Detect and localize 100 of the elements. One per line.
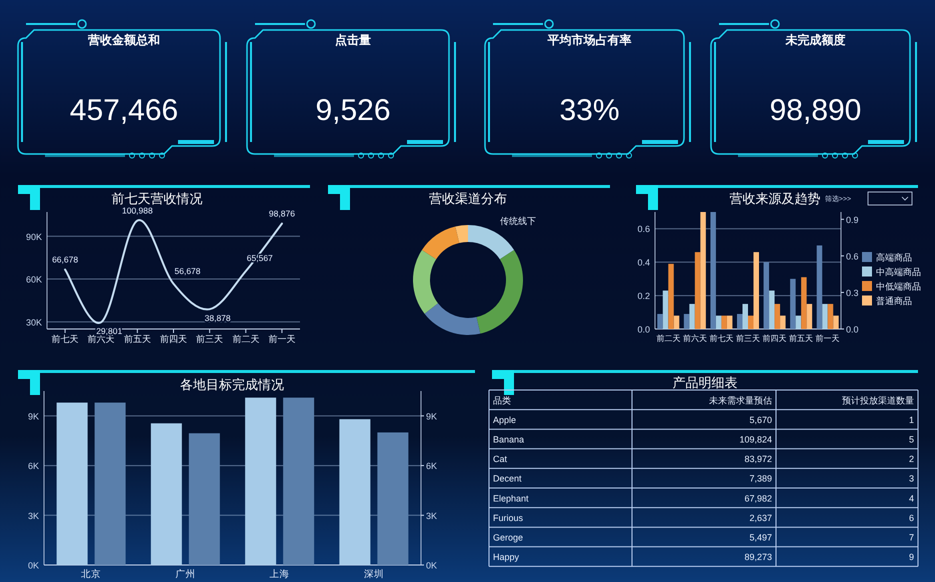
text: 5,670	[749, 414, 772, 425]
bar	[245, 398, 276, 565]
bar	[742, 304, 748, 329]
bar	[377, 432, 408, 565]
text: Decent	[493, 474, 522, 484]
data-label: 98,876	[268, 208, 296, 219]
bar	[689, 304, 695, 329]
y-tick-label: 90K	[26, 232, 42, 242]
donut-slice	[424, 303, 480, 335]
chart-title: 前七天营收情况	[112, 191, 202, 206]
text: 33%	[559, 94, 620, 127]
text: 6	[908, 512, 914, 523]
y-tick-label: 9K	[28, 411, 39, 422]
y2-tick-label: 0.6	[846, 251, 859, 262]
bar	[668, 264, 674, 329]
text: 2	[908, 454, 914, 464]
y2-tick-label: 0.3	[846, 288, 859, 298]
x-tick-label: 前四天	[160, 334, 187, 344]
bar	[796, 316, 802, 329]
bar	[150, 423, 182, 565]
bar	[754, 252, 759, 329]
y-tick-label: 0.6	[637, 224, 650, 234]
text: Apple	[493, 414, 516, 425]
text: 89,273	[744, 552, 772, 562]
bar	[662, 290, 668, 329]
donut-slice	[455, 225, 468, 244]
text: 未来需求量预估	[709, 395, 772, 406]
x-tick-label: 北京	[81, 568, 102, 580]
text: 点击量	[335, 33, 371, 47]
bar	[801, 277, 807, 329]
text: 7	[908, 532, 914, 542]
legend-label: 中低端商品	[876, 282, 921, 292]
bar	[710, 212, 716, 329]
data-label: 100,988	[122, 206, 153, 216]
bar	[700, 212, 706, 329]
donut-slice	[476, 250, 523, 334]
text: 83,972	[744, 454, 772, 464]
text: 457,466	[70, 94, 178, 127]
legend-label: 中高端商品	[876, 267, 921, 277]
text: 1	[908, 414, 914, 425]
text: Elephant	[493, 493, 530, 504]
text: 7,389	[749, 474, 772, 484]
x-tick-label: 前二天	[232, 334, 260, 344]
y-tick-label: 0.0	[637, 324, 650, 334]
x-tick-label: 前五天	[124, 334, 151, 344]
text: 产品明细表	[672, 375, 738, 390]
text: Happy	[493, 552, 520, 562]
chart-title: 各地目标完成情况	[180, 377, 284, 392]
text: Cat	[493, 454, 508, 464]
bar	[283, 398, 314, 565]
text: 9	[908, 552, 914, 562]
text: Banana	[493, 434, 524, 444]
text: 营收金额总和	[87, 33, 160, 47]
x-tick-label: 前三天	[196, 334, 224, 344]
chart-title: 营收来源及趋势	[730, 191, 820, 206]
text: 109,824	[739, 434, 772, 444]
chart-title: 营收渠道分布	[429, 191, 507, 206]
text: Furious	[493, 512, 524, 523]
y2-tick-label: 3K	[426, 510, 438, 521]
x-tick-label: 广州	[175, 568, 196, 580]
y-tick-label: 0.4	[637, 258, 650, 268]
text: 3	[908, 474, 914, 484]
x-tick-label: 深圳	[364, 568, 384, 580]
y-tick-label: 3K	[28, 510, 39, 521]
y-tick-label: 6K	[28, 461, 39, 472]
bar	[56, 402, 88, 565]
donut-slice	[422, 226, 460, 260]
bar	[694, 252, 700, 329]
bar	[716, 316, 722, 329]
text: 4	[908, 493, 914, 504]
bar	[684, 314, 690, 329]
bar	[721, 316, 727, 329]
bar	[726, 316, 732, 329]
data-label: 66,678	[52, 254, 78, 265]
x-tick-label: 上海	[270, 568, 290, 580]
y2-tick-label: 6K	[426, 461, 438, 472]
y2-tick-label: 0K	[426, 560, 438, 570]
bar	[806, 304, 812, 329]
data-label: 38,878	[204, 313, 231, 324]
bar	[828, 304, 834, 329]
y2-tick-label: 0.9	[846, 214, 859, 225]
donut-slice	[468, 225, 514, 260]
text: 5	[908, 434, 914, 444]
legend-label: 高端商品	[876, 252, 912, 262]
legend-label: 普通商品	[876, 296, 912, 306]
bar	[737, 314, 742, 329]
text: Geroge	[493, 532, 524, 542]
text: 品类	[493, 395, 511, 406]
y-tick-label: 30K	[26, 317, 42, 328]
text: 2,637	[749, 512, 772, 523]
text: 9,526	[315, 94, 391, 127]
bar	[748, 316, 754, 329]
text: 未完成额度	[784, 33, 846, 47]
bar	[774, 304, 780, 329]
text: 98,890	[770, 94, 862, 127]
bar	[822, 304, 828, 329]
y2-tick-label: 9K	[426, 411, 438, 422]
y-tick-label: 60K	[26, 274, 42, 285]
y-tick-label: 0K	[28, 560, 39, 570]
bar	[674, 316, 680, 329]
